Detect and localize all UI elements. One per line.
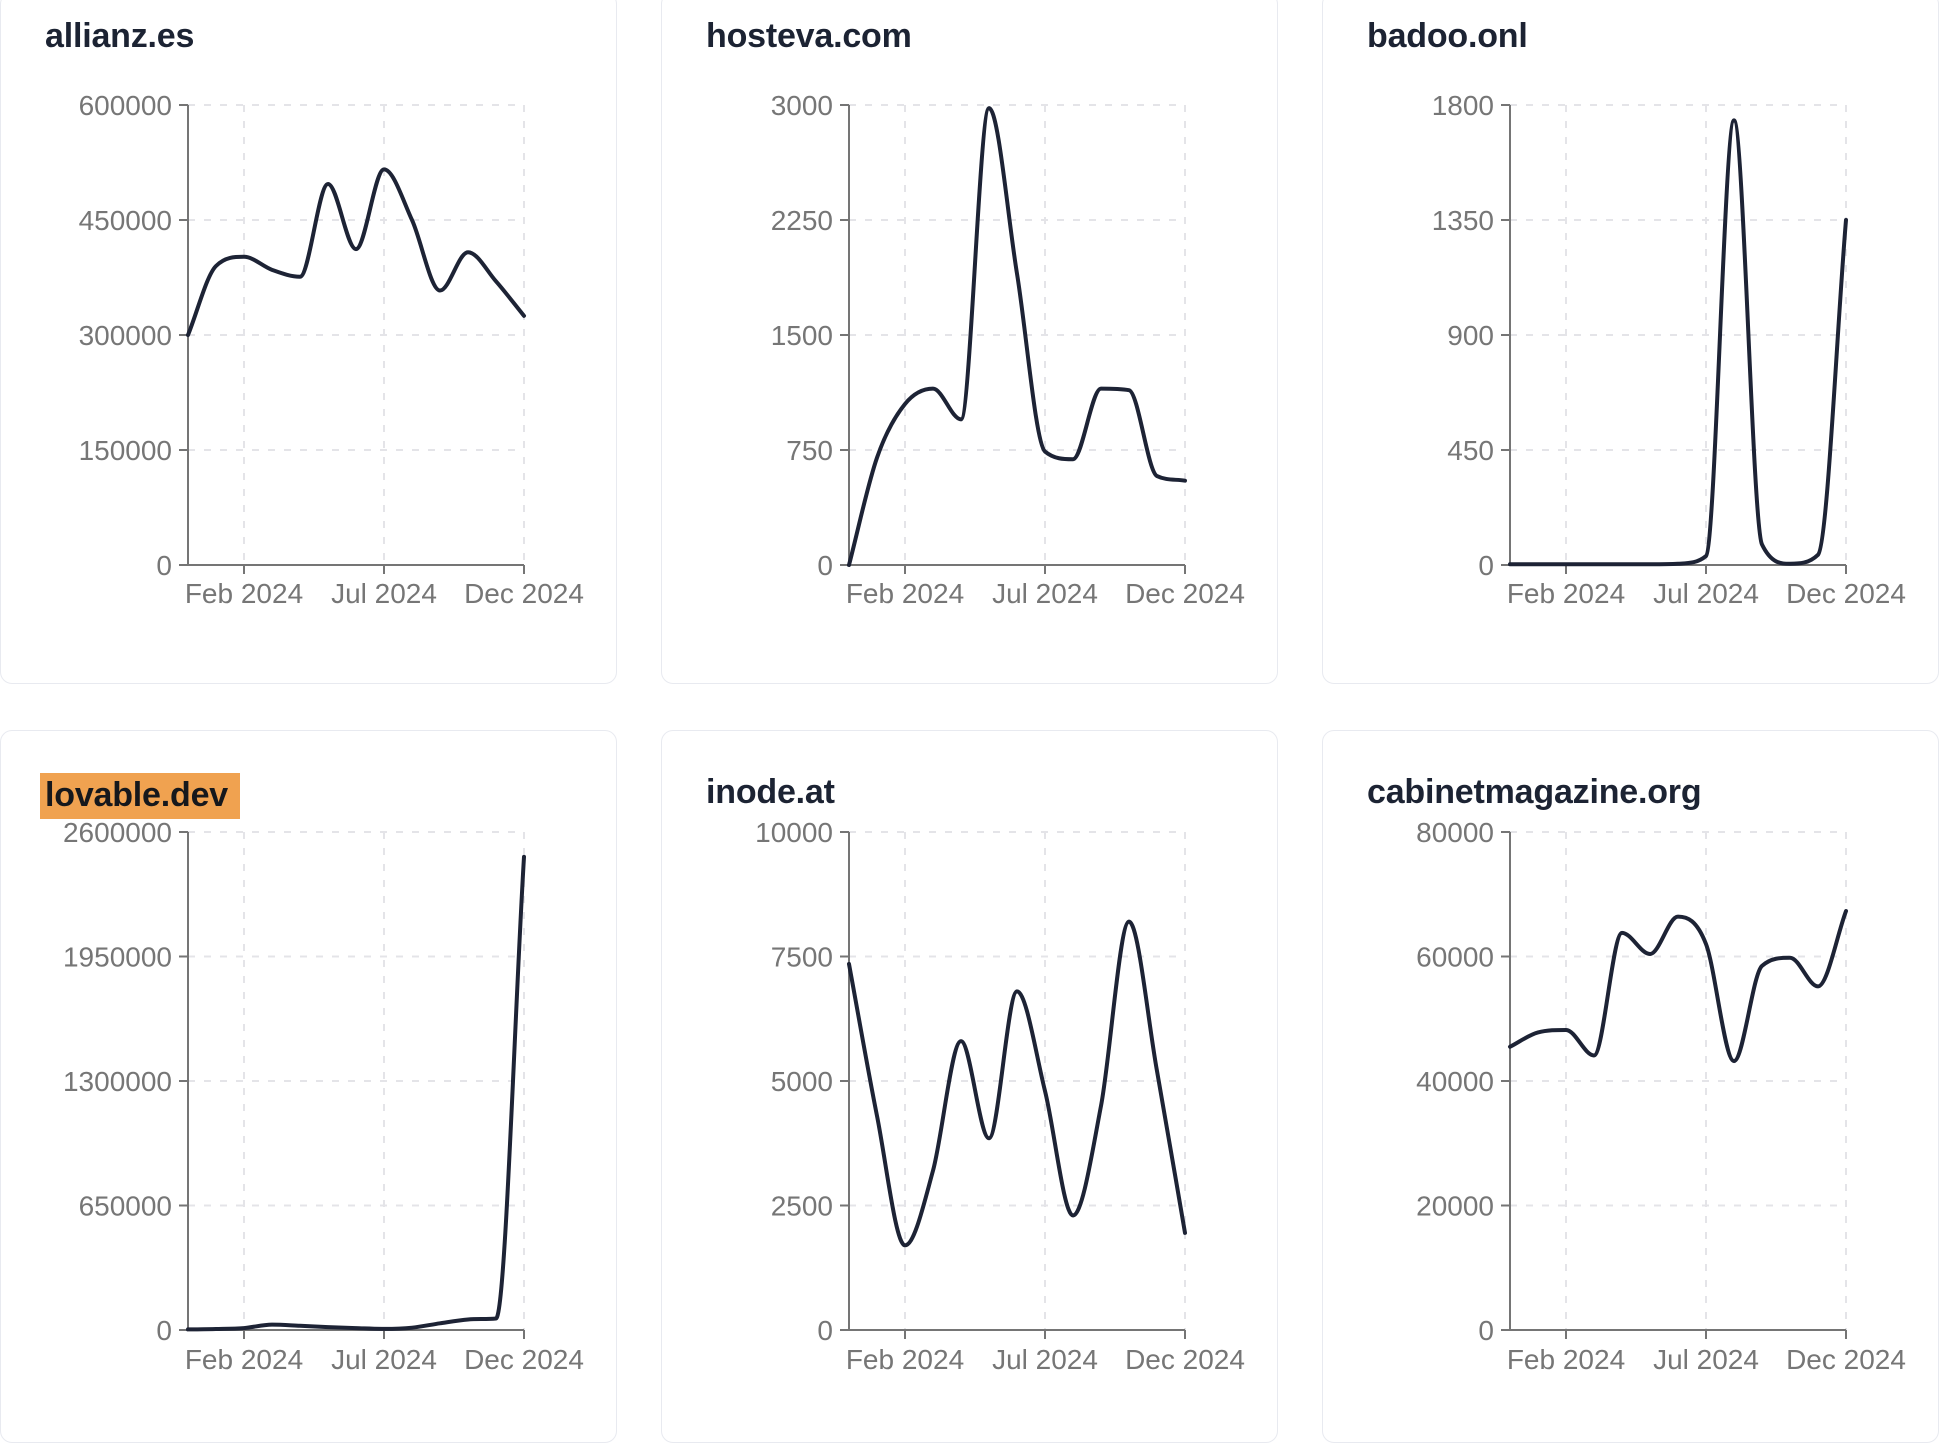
x-tick-label: Jul 2024 [992,578,1098,609]
axes [840,104,1186,574]
tick-labels: 0 450 900 1350 1800 Feb 2024 Jul 2024 Dec 2024 [1432,90,1906,609]
x-tick-label: Dec 2024 [1786,1344,1906,1375]
axes [840,831,1186,1339]
line-chart: 0 650000 1300000 1950000 2600000 Feb 2024 Jul … [63,817,584,1375]
grid-lines [188,831,525,1330]
x-tick-label: Feb 2024 [846,578,964,609]
y-tick-label: 3000 [771,90,833,121]
chart-title: allianz.es [45,17,194,56]
chart-title-text: inode.at [706,773,835,811]
chart-title-text: hosteva.com [706,17,912,55]
chart-card-allianz-es: allianz.es 0 150000 300000 450000 600000 Feb … [0,0,617,684]
y-tick-label: 150000 [79,435,172,466]
y-tick-label: 2500 [771,1191,833,1222]
y-tick-label: 600000 [79,90,172,121]
x-tick-label: Dec 2024 [464,578,584,609]
series-line [1508,118,1848,567]
y-tick-label: 1300000 [63,1066,172,1097]
y-tick-label: 2600000 [63,817,172,848]
y-tick-label: 0 [817,1315,833,1346]
x-tick-label: Feb 2024 [1507,578,1625,609]
chart-title-text: cabinetmagazine.org [1367,773,1702,811]
tick-labels: 0 2500 5000 7500 10000 Feb 2024 Jul 2024 Dec 20… [755,817,1245,1375]
chart-title: cabinetmagazine.org [1367,773,1702,812]
y-tick-label: 300000 [79,320,172,351]
grid-lines [849,831,1186,1330]
chart-title: inode.at [706,773,835,812]
y-tick-label: 80000 [1416,817,1494,848]
y-tick-label: 0 [156,1315,172,1346]
x-tick-label: Feb 2024 [185,1344,303,1375]
tick-labels: 0 20000 40000 60000 80000 Feb 2024 Jul 2024 Dec… [1416,817,1906,1375]
y-tick-label: 10000 [755,817,833,848]
grid-lines [1510,831,1847,1330]
chart-title: badoo.onl [1367,17,1528,56]
series-line [847,919,1187,1248]
y-tick-label: 0 [1478,550,1494,581]
chart-card-hosteva-com: hosteva.com 0 750 1500 2250 3000 Feb 2024 Jul … [661,0,1278,684]
chart-title-text: allianz.es [45,17,195,55]
series-line [847,106,1187,567]
chart-card-inode-at: inode.at 0 2500 5000 7500 10000 Feb 2024 Jul 2… [661,730,1278,1443]
y-tick-label: 5000 [771,1066,833,1097]
axes [1501,831,1847,1339]
x-tick-label: Jul 2024 [992,1344,1098,1375]
y-tick-label: 900 [1447,320,1494,351]
axes [1501,104,1847,574]
x-tick-label: Dec 2024 [1786,578,1906,609]
y-tick-label: 2250 [771,205,833,236]
x-tick-label: Dec 2024 [1125,1344,1245,1375]
x-tick-label: Jul 2024 [331,1344,437,1375]
tick-labels: 0 150000 300000 450000 600000 Feb 2024 Jul 202… [79,90,584,609]
line-chart: 0 150000 300000 450000 600000 Feb 2024 Jul 202… [79,90,584,609]
y-tick-label: 1500 [771,320,833,351]
grid-lines [188,104,525,565]
chart-title-text: badoo.onl [1367,17,1528,55]
axes [179,104,525,574]
x-tick-label: Jul 2024 [1653,1344,1759,1375]
series-line [186,854,526,1332]
series-line [186,167,526,337]
x-tick-label: Dec 2024 [464,1344,584,1375]
y-tick-label: 0 [1478,1315,1494,1346]
tick-labels: 0 650000 1300000 1950000 2600000 Feb 2024 Jul … [63,817,584,1375]
line-chart: 0 20000 40000 60000 80000 Feb 2024 Jul 2024 Dec… [1416,817,1906,1375]
y-tick-label: 40000 [1416,1066,1494,1097]
x-tick-label: Feb 2024 [185,578,303,609]
x-tick-label: Feb 2024 [1507,1344,1625,1375]
chart-card-lovable-dev: lovable.dev 0 650000 1300000 1950000 2600000… [0,730,617,1443]
y-tick-label: 1350 [1432,205,1494,236]
y-tick-label: 1800 [1432,90,1494,121]
y-tick-label: 0 [817,550,833,581]
x-tick-label: Jul 2024 [331,578,437,609]
x-tick-label: Dec 2024 [1125,578,1245,609]
line-chart: 0 450 900 1350 1800 Feb 2024 Jul 2024 Dec 2024 [1432,90,1906,609]
chart-title: hosteva.com [706,17,912,56]
y-tick-label: 650000 [79,1191,172,1222]
line-chart: 0 750 1500 2250 3000 Feb 2024 Jul 2024 Dec 2024 [771,90,1245,609]
chart-title: lovable.dev [40,773,240,819]
chart-title-text-highlighted: lovable.dev [40,773,240,819]
series-line [1508,909,1848,1064]
y-tick-label: 450000 [79,205,172,236]
y-tick-label: 60000 [1416,942,1494,973]
tick-labels: 0 750 1500 2250 3000 Feb 2024 Jul 2024 Dec 2024 [771,90,1245,609]
chart-card-badoo-onl: badoo.onl 0 450 900 1350 1800 Feb 2024 Jul 202… [1322,0,1939,684]
y-tick-label: 20000 [1416,1191,1494,1222]
chart-card-cabinetmagazine-org: cabinetmagazine.org 0 20000 40000 60000 8000… [1322,730,1939,1443]
grid-lines [1510,104,1847,565]
y-tick-label: 450 [1447,435,1494,466]
x-tick-label: Jul 2024 [1653,578,1759,609]
x-tick-label: Feb 2024 [846,1344,964,1375]
axes [179,831,525,1339]
y-tick-label: 7500 [771,942,833,973]
y-tick-label: 1950000 [63,942,172,973]
grid-lines [849,104,1186,565]
y-tick-label: 750 [786,435,833,466]
y-tick-label: 0 [156,550,172,581]
line-chart: 0 2500 5000 7500 10000 Feb 2024 Jul 2024 Dec 20… [755,817,1245,1375]
